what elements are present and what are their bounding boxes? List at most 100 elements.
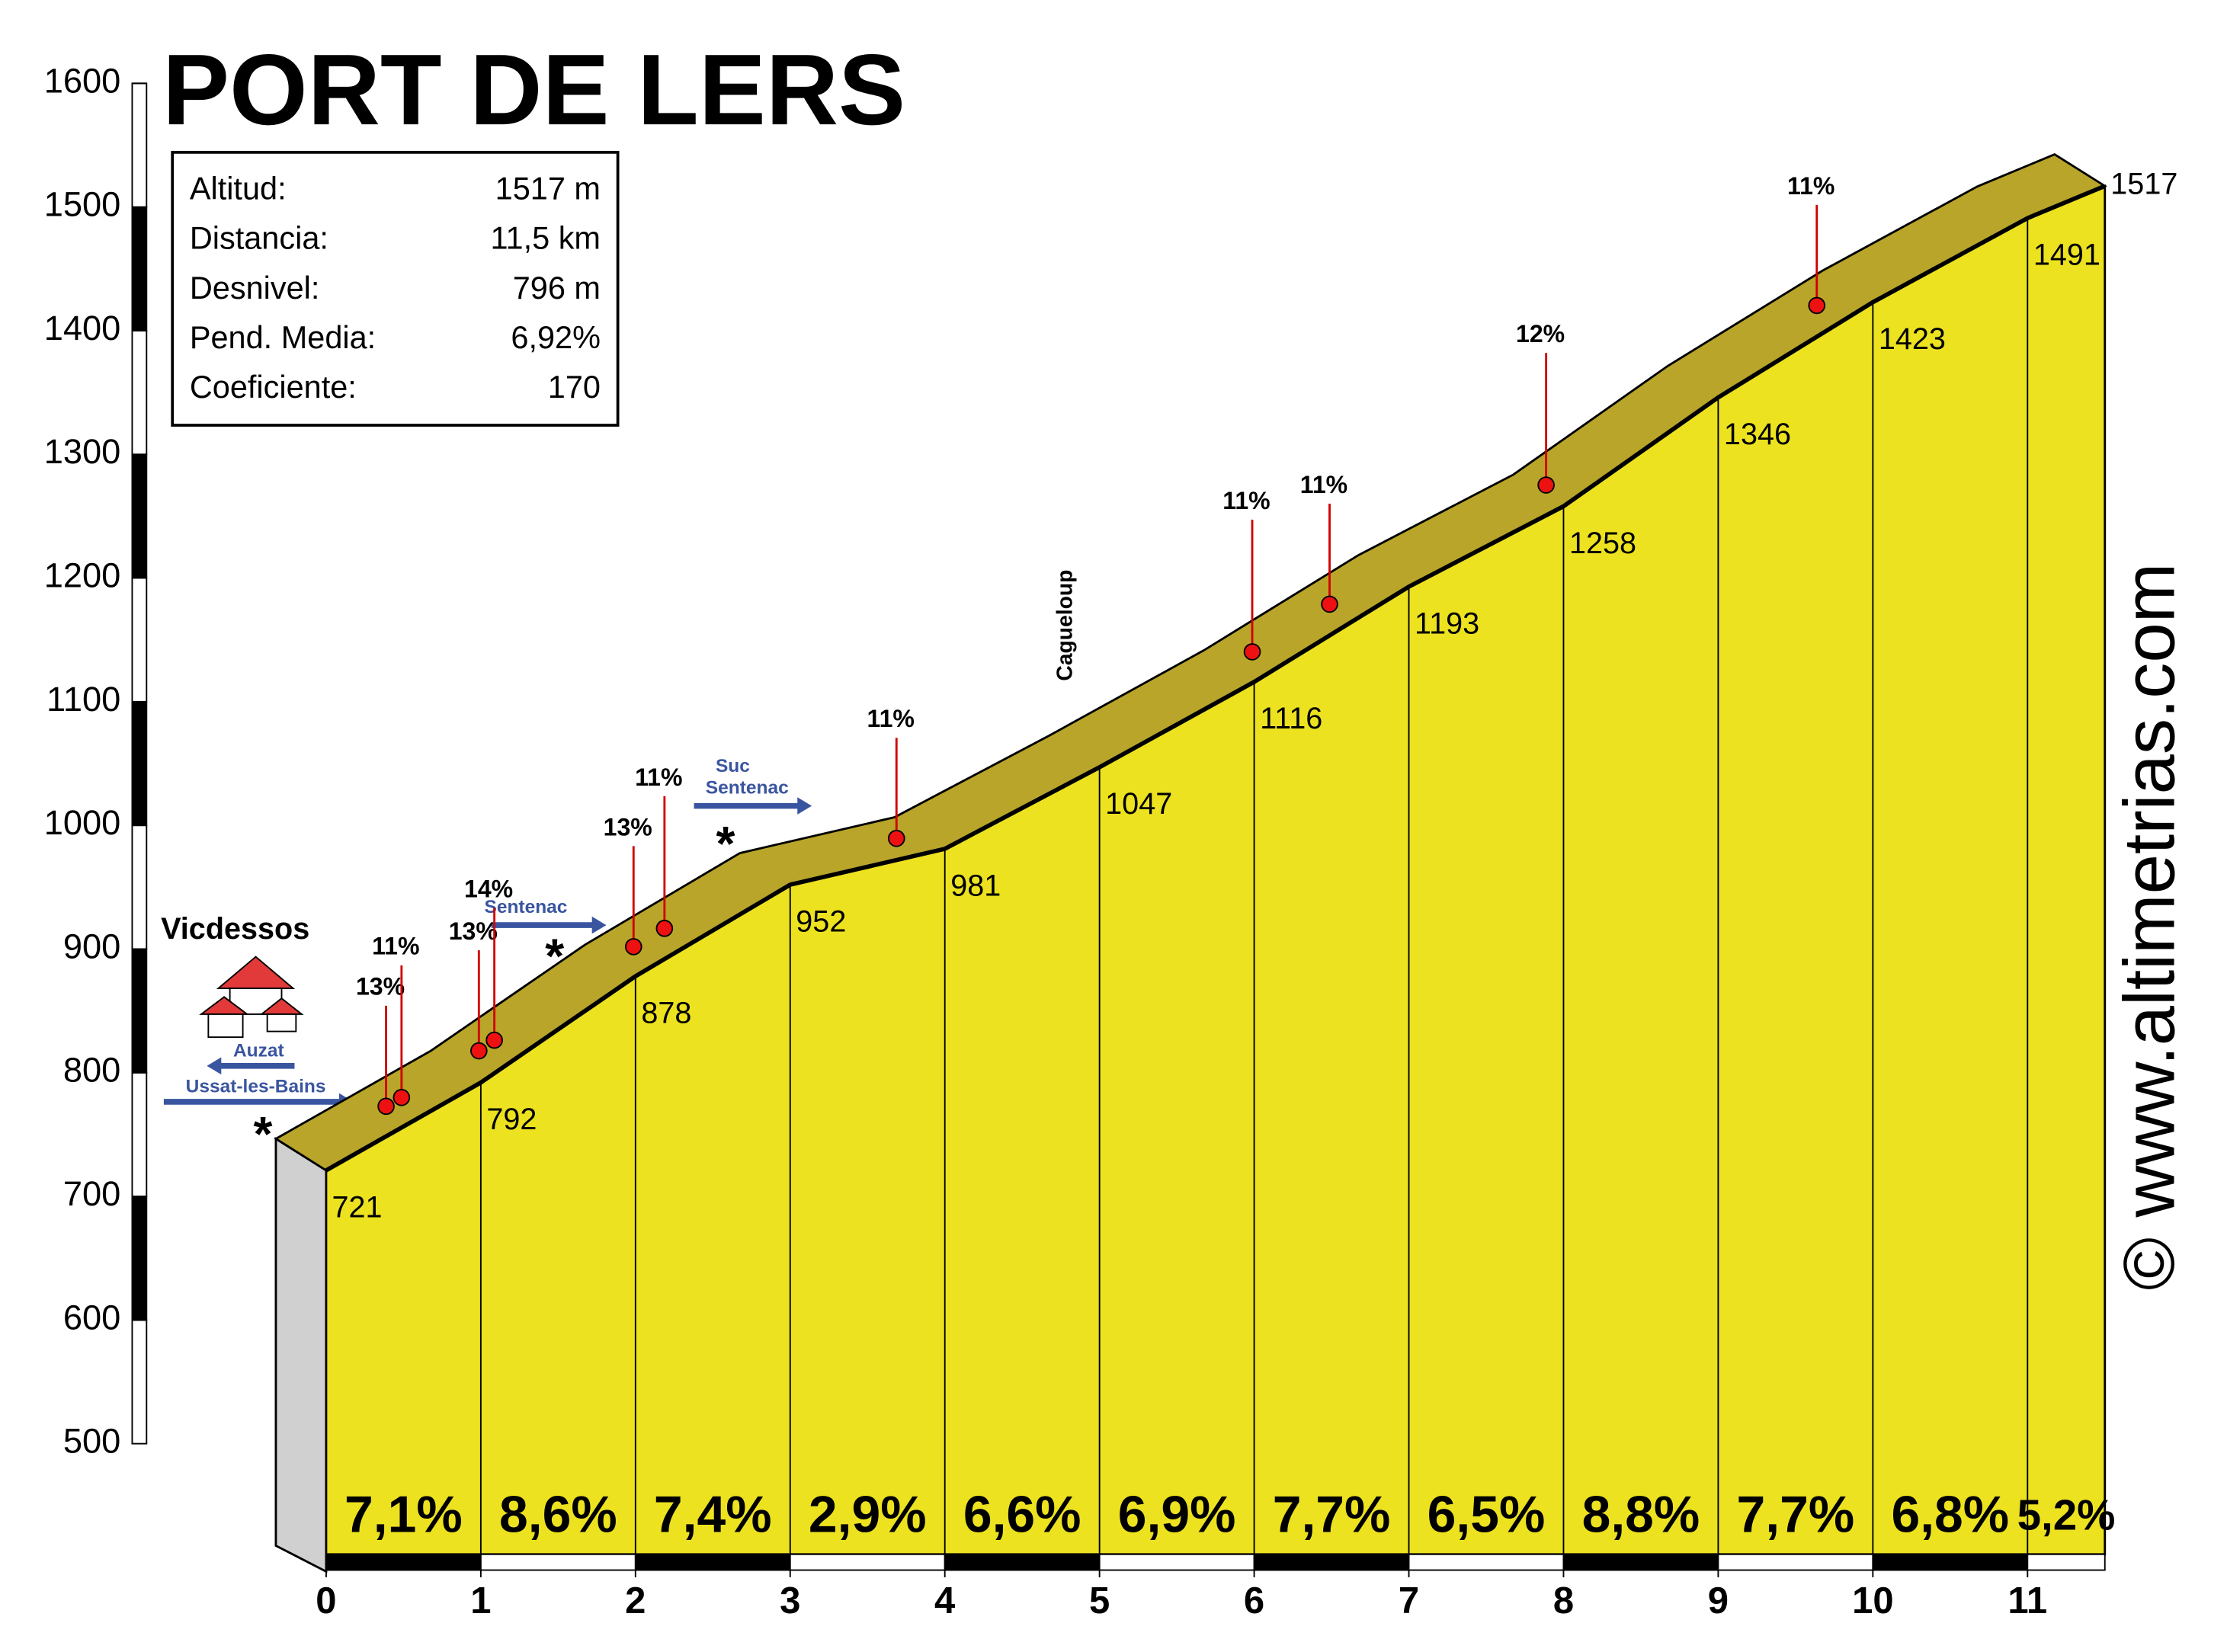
x-tick-label: 0 xyxy=(316,1580,336,1622)
gradient-label: 7,4% xyxy=(654,1487,772,1544)
info-value: 11,5 km xyxy=(491,220,601,256)
elevation-label: 1047 xyxy=(1105,787,1172,821)
annotation-label: 14% xyxy=(464,875,513,902)
place-label: Ussat-les-Bains xyxy=(186,1077,326,1097)
info-rows: Altitud: 1517 m Distancia: 11,5 km Desnivel:… xyxy=(190,171,601,405)
y-tick-label: 1200 xyxy=(44,556,121,595)
place-label: Cagueloup xyxy=(1052,570,1076,681)
x-tick-label: 11 xyxy=(2008,1580,2047,1622)
y-tick-label: 1300 xyxy=(44,432,121,471)
gradient-bar xyxy=(325,1553,482,1571)
place-label: Suc xyxy=(716,756,750,776)
side-face xyxy=(274,1136,328,1574)
scale-segment xyxy=(131,1071,148,1197)
annotation-label: 11% xyxy=(867,705,915,732)
annotation-label: 13% xyxy=(356,973,405,1000)
gradient-bar xyxy=(1872,1553,2029,1571)
watermark: © www.altimetrias.com xyxy=(2110,563,2190,1291)
y-tick-label: 1600 xyxy=(44,61,121,100)
scale-segment xyxy=(131,700,148,827)
gradient-label: 6,6% xyxy=(963,1487,1081,1544)
gradient-bar xyxy=(1253,1553,1410,1571)
gradient-label: 8,6% xyxy=(499,1487,617,1544)
gradient-bar xyxy=(634,1553,791,1571)
gradient-bar xyxy=(1408,1553,1565,1571)
gradient-label: 5,2% xyxy=(2017,1491,2116,1539)
village-icon xyxy=(199,956,304,1039)
chart-title: PORT DE LERS xyxy=(162,34,905,146)
y-tick-label: 1500 xyxy=(44,185,121,224)
elevation-label: 1193 xyxy=(1415,607,1479,640)
elevation-label: 792 xyxy=(486,1103,537,1136)
gradient-bar xyxy=(944,1553,1101,1571)
scale-segment xyxy=(131,948,148,1074)
info-label: Distancia: xyxy=(190,220,328,256)
gradient-label: 7,7% xyxy=(1273,1487,1391,1544)
place-label: Sentenac xyxy=(706,777,789,798)
annotation-dot xyxy=(1808,296,1826,315)
gradient-label: 6,9% xyxy=(1118,1487,1236,1544)
scale-segment xyxy=(131,1319,148,1445)
place-label: Sentenac xyxy=(485,897,568,917)
scale-segment xyxy=(131,82,148,208)
x-tick-label: 2 xyxy=(625,1580,646,1622)
gradient-bar xyxy=(2027,1553,2106,1571)
elevation-label: 1116 xyxy=(1260,702,1322,735)
y-tick-label: 500 xyxy=(63,1422,120,1461)
gradient-label: 6,5% xyxy=(1428,1487,1546,1544)
annotation-dot xyxy=(485,1031,503,1049)
gradient-label: 7,1% xyxy=(344,1487,463,1544)
annotation-dot xyxy=(377,1097,395,1116)
y-tick-label: 1000 xyxy=(44,803,121,842)
x-tick-label: 3 xyxy=(780,1580,800,1622)
junction-marker: * xyxy=(254,1106,273,1161)
gradient-bar xyxy=(789,1553,946,1571)
x-tick-label: 10 xyxy=(1852,1580,1894,1622)
y-tick-label: 800 xyxy=(63,1051,120,1090)
annotation-label: 13% xyxy=(604,813,652,840)
annotation-label: 12% xyxy=(1516,320,1565,347)
y-tick-label: 600 xyxy=(63,1298,120,1337)
gradient-label: 8,8% xyxy=(1582,1487,1700,1544)
elevation-label: 721 xyxy=(332,1190,382,1224)
elevation-label: 1423 xyxy=(1879,322,1946,356)
scale-segment xyxy=(131,1196,148,1321)
elevation-label: 1491 xyxy=(2033,239,2100,272)
elevation-label: 878 xyxy=(641,996,691,1029)
scale-segment xyxy=(131,330,148,456)
scale-segment xyxy=(131,453,148,579)
info-box xyxy=(171,150,620,427)
arrow-head xyxy=(797,797,812,815)
scale-segment xyxy=(131,206,148,331)
y-tick-label: 1100 xyxy=(46,680,120,719)
annotation-dot xyxy=(887,829,905,847)
info-label: Altitud: xyxy=(190,171,287,206)
annotation-dot xyxy=(655,920,674,937)
annotation-dot xyxy=(624,938,642,956)
y-tick-label: 700 xyxy=(63,1174,120,1213)
annotation-dot xyxy=(1243,643,1261,661)
elevation-label: 952 xyxy=(796,904,846,938)
x-tick-label: 6 xyxy=(1244,1580,1264,1622)
gradient-label: 2,9% xyxy=(809,1487,927,1544)
annotation-label: 11% xyxy=(1787,172,1834,200)
info-value: 170 xyxy=(548,369,601,405)
annotation-label: 11% xyxy=(635,764,682,791)
annotation-dot xyxy=(1537,476,1555,494)
elevation-label: 981 xyxy=(950,869,1001,902)
annotation-label: 11% xyxy=(372,933,419,960)
gradient-label: 6,8% xyxy=(1891,1487,2009,1544)
annotation-label: 13% xyxy=(449,917,498,945)
info-label: Desnivel: xyxy=(190,270,320,306)
y-tick-label: 1400 xyxy=(44,309,121,347)
elevation-label: 1258 xyxy=(1569,527,1636,560)
scale-segment xyxy=(131,577,148,703)
x-tick-label: 7 xyxy=(1399,1580,1419,1622)
annotation-label: 11% xyxy=(1222,487,1270,514)
info-value: 6,92% xyxy=(511,319,601,355)
info-label: Coeficiente: xyxy=(190,369,357,405)
x-tick-label: 8 xyxy=(1553,1580,1574,1622)
elevation-label: 1346 xyxy=(1724,418,1791,451)
